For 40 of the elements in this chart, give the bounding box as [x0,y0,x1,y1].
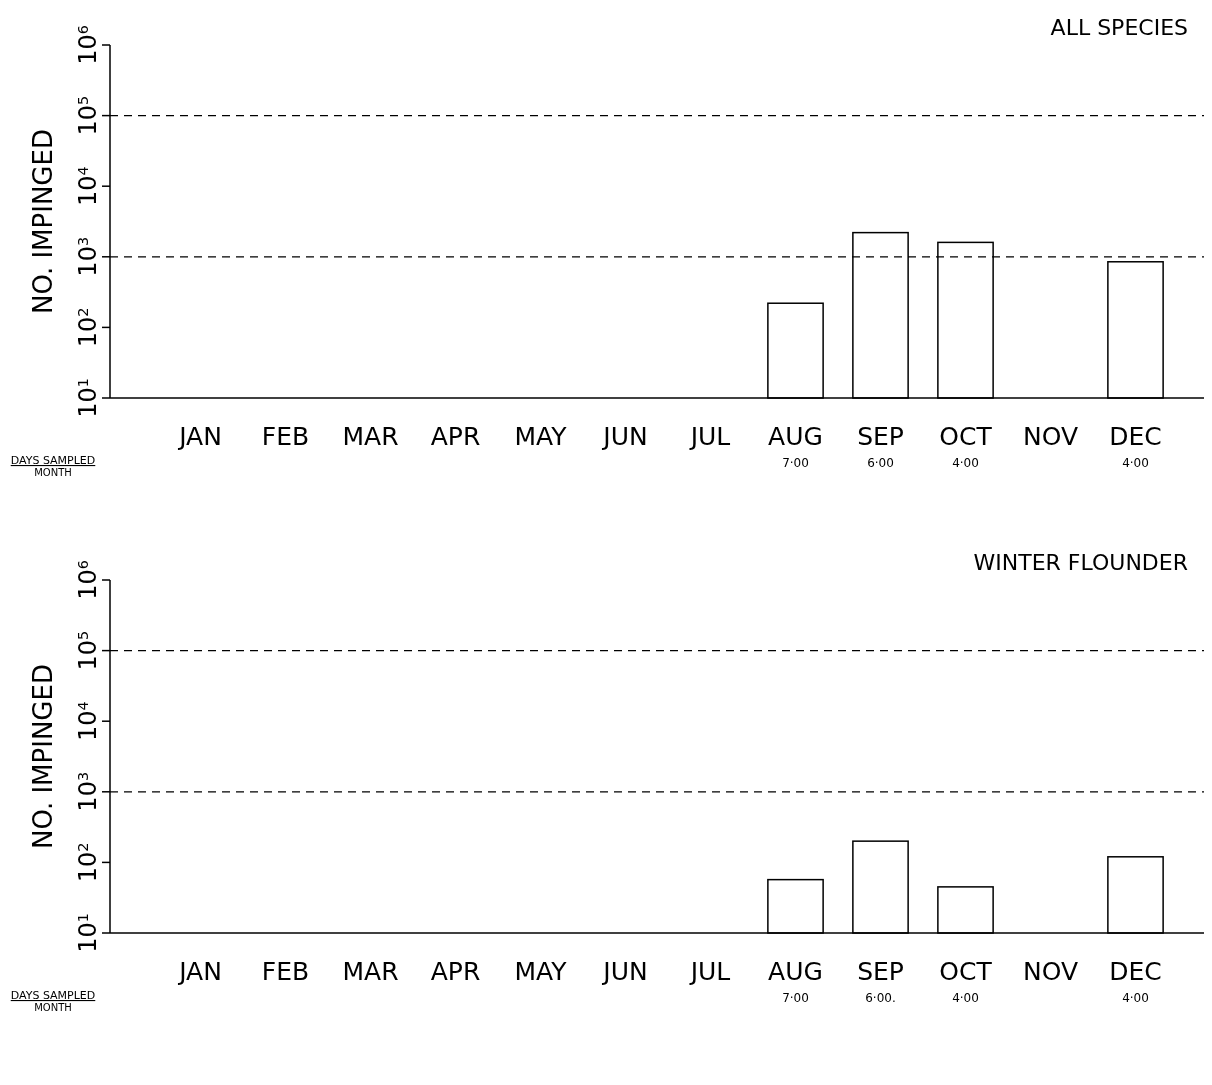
x-tick-label: DEC [1109,957,1162,986]
x-tick-label: SEP [857,957,904,986]
x-tick-label: MAR [342,957,399,986]
chart-title: ALL SPECIES [1050,15,1188,40]
text: 6·00. [865,991,896,1005]
x-tick-label: AUG [768,422,823,451]
text: 7·00 [782,991,809,1005]
text: MONTH [34,467,72,478]
text: 7·00 [782,456,809,470]
x-tick-label: MAY [514,422,568,451]
x-tick-label: JAN [177,422,222,451]
x-tick-label: OCT [939,957,993,986]
text: 4·00 [1122,456,1149,470]
x-tick-label: JUN [601,422,648,451]
x-tick-label: JUN [601,957,648,986]
x-tick-label: MAY [514,957,568,986]
text: DAYS SAMPLED [10,989,96,1002]
text: DAYS SAMPLED [10,454,96,467]
text: 4·00 [1122,991,1149,1005]
x-tick-label: AUG [768,957,823,986]
x-tick-label: JUL [688,957,731,986]
x-tick-label: SEP [857,422,904,451]
x-tick-label: FEB [261,957,310,986]
x-tick-label: NOV [1022,957,1079,986]
chart-title: WINTER FLOUNDER [973,550,1188,575]
x-tick-label: DEC [1109,422,1162,451]
x-tick-label: NOV [1022,422,1079,451]
x-tick-label: OCT [939,422,993,451]
x-tick-label: FEB [261,422,310,451]
x-tick-label: JAN [177,957,222,986]
text: 6·00 [867,456,894,470]
x-tick-label: JUL [688,422,731,451]
y-axis-title: NO. IMPINGED [28,129,58,314]
text: 4·00 [952,991,979,1005]
text: MONTH [34,1002,72,1013]
x-tick-label: MAR [342,422,399,451]
x-tick-label: APR [430,422,481,451]
text: 4·00 [952,456,979,470]
x-tick-label: APR [430,957,481,986]
y-axis-title: NO. IMPINGED [28,664,58,849]
